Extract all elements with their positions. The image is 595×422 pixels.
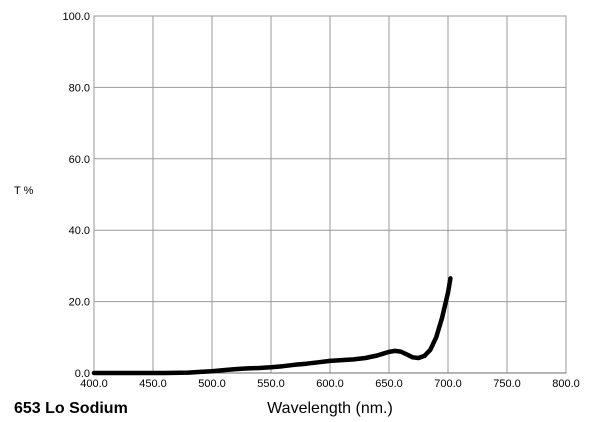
x-tick-label: 400.0 <box>80 378 108 390</box>
y-tick-label: 0.0 <box>75 368 90 380</box>
x-tick-label: 800.0 <box>552 378 580 390</box>
y-tick-label: 60.0 <box>69 154 90 166</box>
chart-grid <box>93 15 567 374</box>
y-axis-label: T % <box>14 185 34 197</box>
x-tick-label: 700.0 <box>434 378 462 390</box>
y-tick-label: 40.0 <box>69 225 90 237</box>
x-tick-label: 550.0 <box>257 378 285 390</box>
x-tick-label: 500.0 <box>198 378 226 390</box>
x-tick-label: 450.0 <box>139 378 167 390</box>
series-layer <box>91 276 453 376</box>
x-tick-labels: 400.0 450.0 500.0 550.0 600.0 650.0 700.0 750.0… <box>80 378 580 390</box>
chart-title: 653 Lo Sodium <box>14 400 128 417</box>
x-tick-label: 750.0 <box>493 378 521 390</box>
transmission-line <box>91 276 453 376</box>
x-tick-label: 650.0 <box>375 378 403 390</box>
y-tick-labels: 0.0 20.0 40.0 60.0 80.0 100.0 <box>62 11 90 380</box>
x-tick-label: 600.0 <box>316 378 344 390</box>
y-tick-label: 100.0 <box>62 11 90 23</box>
x-axis-label: Wavelength (nm.) <box>267 400 393 417</box>
y-tick-label: 80.0 <box>69 82 90 94</box>
y-tick-label: 20.0 <box>69 297 90 309</box>
